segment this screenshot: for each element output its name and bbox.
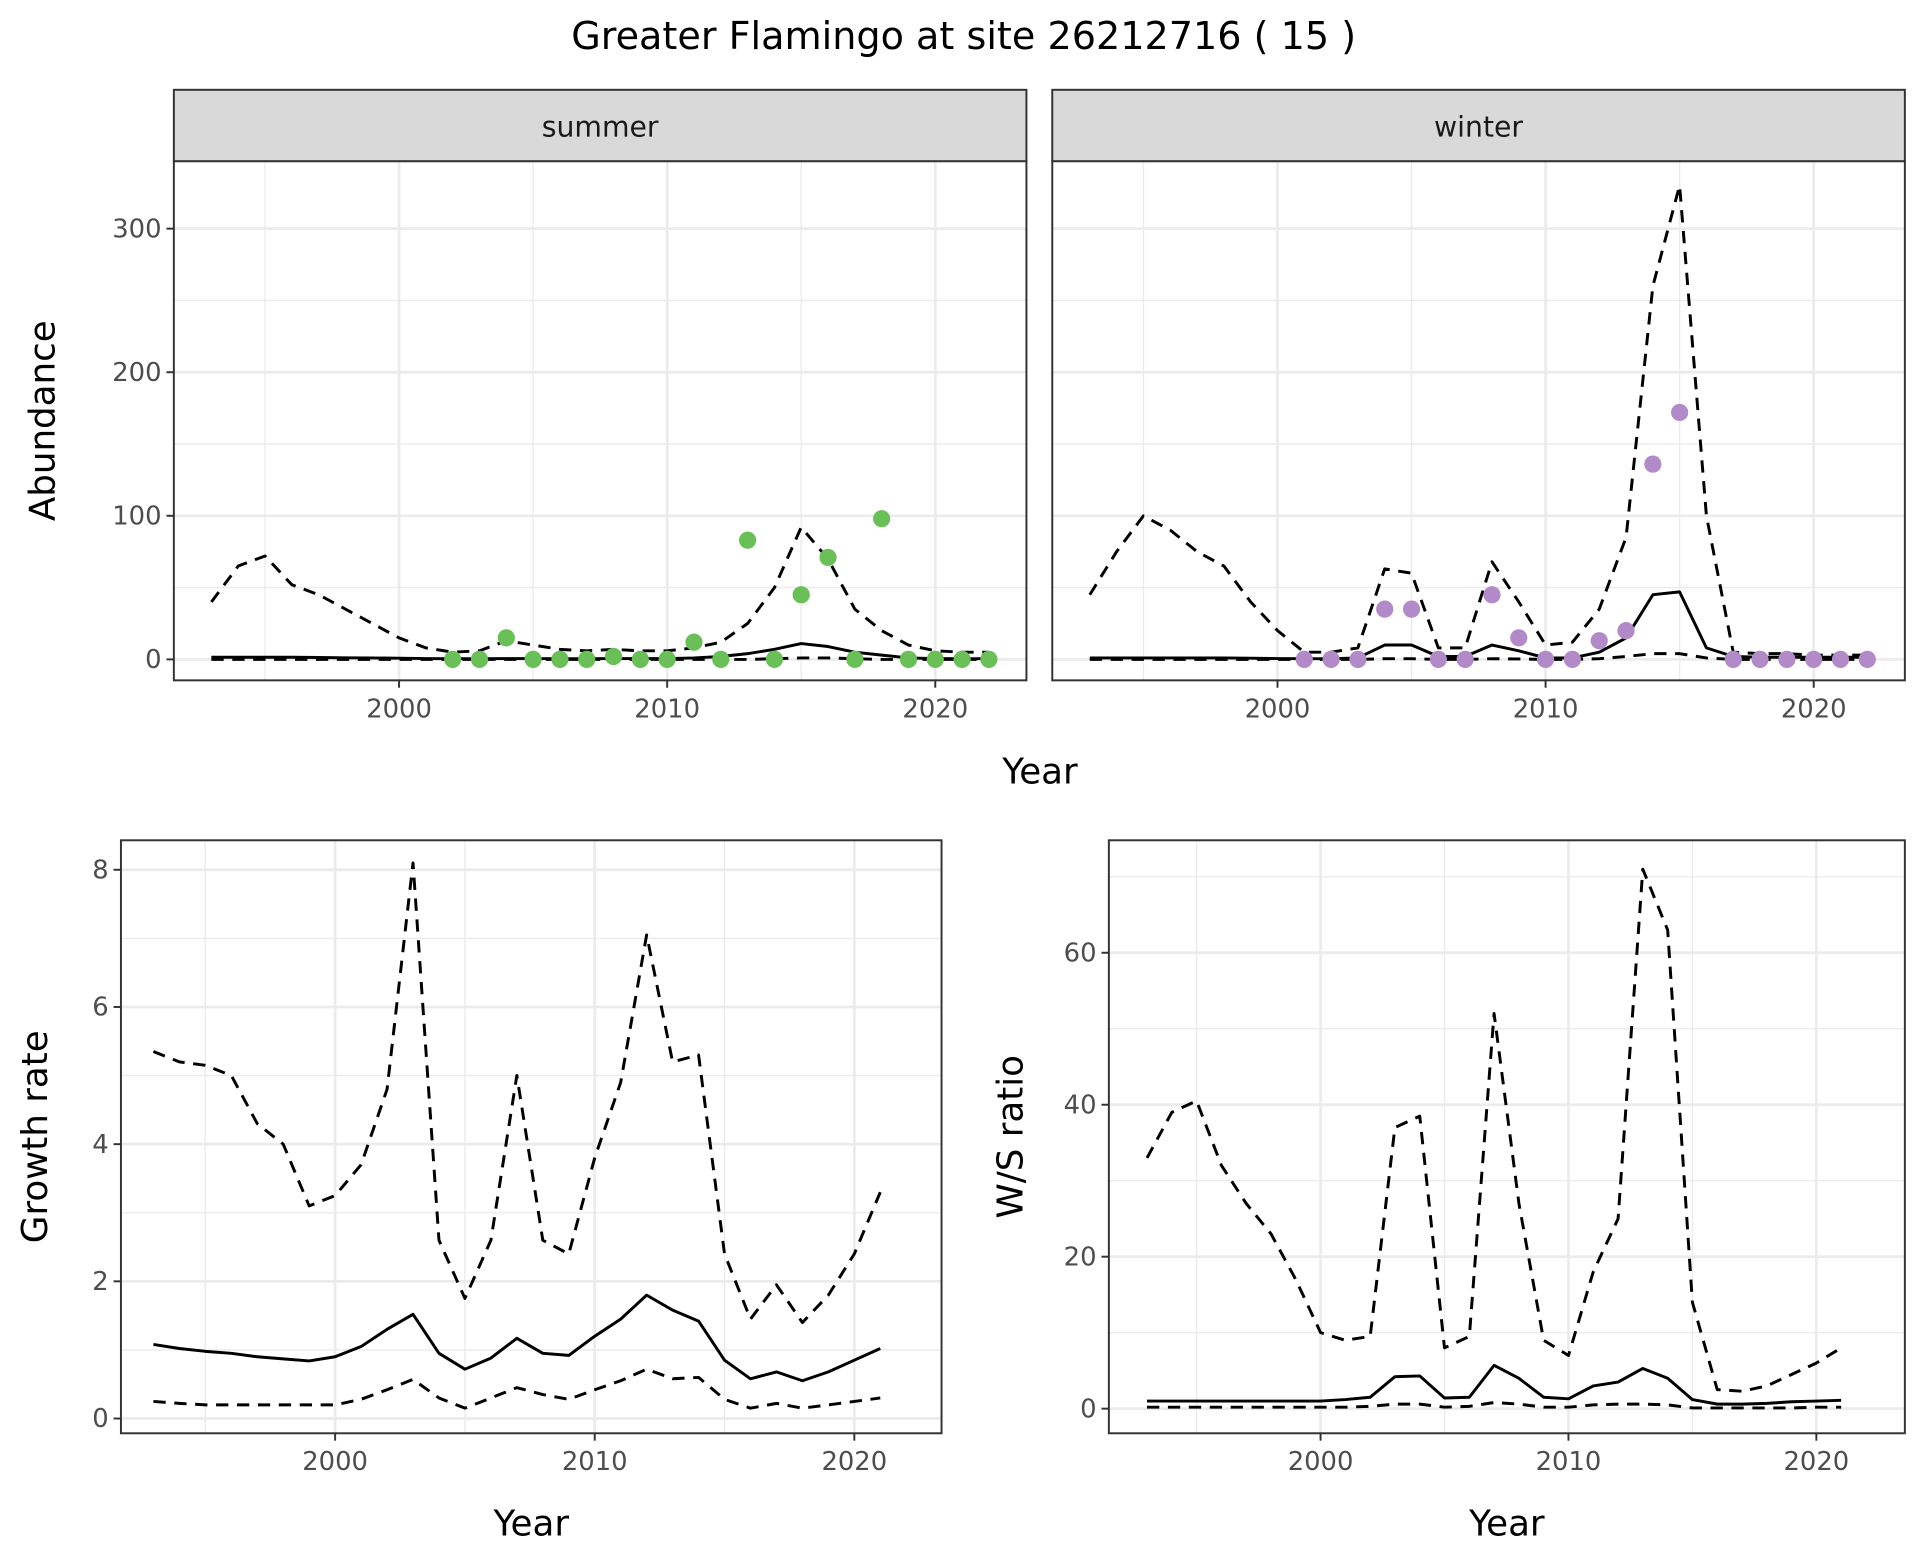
- x-tick-label: 2000: [1245, 694, 1311, 724]
- x-tick-label: 2020: [821, 1447, 887, 1477]
- data-point: [551, 650, 569, 668]
- data-point: [1831, 650, 1850, 668]
- y-tick-label: 0: [145, 645, 161, 675]
- y-axis-title: W/S ratio: [991, 1055, 1032, 1218]
- y-tick-label: 200: [112, 358, 161, 388]
- y-tick-label: 20: [1064, 1242, 1097, 1272]
- plot-background: [120, 840, 942, 1434]
- data-point: [497, 629, 515, 647]
- y-tick-label: 100: [112, 501, 161, 531]
- y-tick-label: 60: [1064, 938, 1097, 968]
- facet-strip: [1051, 88, 1906, 163]
- data-point: [1724, 650, 1742, 668]
- data-point: [1805, 650, 1823, 668]
- facet-strip: [172, 88, 1028, 163]
- data-point: [953, 650, 971, 668]
- y-tick-label: 6: [92, 993, 108, 1023]
- panel-summer: summer 2000 2010 2020 0 100 200 300 Abundance: [23, 88, 1028, 724]
- data-point: [846, 650, 864, 668]
- panel-border: [119, 839, 943, 1435]
- y-tick-label: 0: [1080, 1394, 1096, 1424]
- data-point: [470, 650, 489, 668]
- y-tick-label: 300: [112, 214, 161, 244]
- data-point: [1349, 650, 1367, 668]
- data-point: [604, 647, 623, 666]
- x-tick-label: 2010: [562, 1447, 628, 1477]
- panel-w-s-ratio: 2000 2010 2020 0 20 40 60 W/S ratio Year: [991, 839, 1906, 1544]
- data-point: [899, 650, 918, 668]
- data-point: [1590, 632, 1608, 650]
- data-point: [926, 650, 944, 668]
- plot-background: [173, 161, 1027, 681]
- data-point: [1295, 650, 1313, 668]
- data-point: [873, 510, 891, 528]
- y-tick-label: 0: [92, 1404, 108, 1434]
- panel-growth-rate: 2000 2010 2020 0 2 4 6 8 Growth rate Year: [15, 839, 943, 1544]
- data-point: [1402, 600, 1421, 618]
- plot-background: [1108, 840, 1905, 1434]
- upper-bound-line: [152, 861, 882, 1325]
- data-point: [712, 650, 730, 668]
- plot-background: [1052, 161, 1905, 681]
- data-point: [1671, 403, 1689, 422]
- data-point: [578, 650, 596, 668]
- x-tick-label: 2010: [634, 694, 700, 724]
- data-point: [1456, 650, 1474, 668]
- y-tick-label: 8: [92, 855, 108, 885]
- facet-label: winter: [1434, 111, 1523, 144]
- y-tick-label: 40: [1064, 1090, 1097, 1120]
- data-point: [444, 650, 462, 668]
- panel-winter: winter 2000 2010 2020: [1051, 88, 1906, 724]
- data-point: [1858, 650, 1876, 668]
- x-tick-label: 2000: [1288, 1447, 1354, 1477]
- data-point: [1751, 650, 1769, 668]
- x-tick-label: 2020: [1783, 1447, 1849, 1477]
- lower-bound-line: [211, 656, 989, 661]
- x-axis-title: Year: [1468, 1503, 1545, 1544]
- upper-bound-line: [1145, 867, 1842, 1393]
- facet-label: summer: [542, 111, 659, 144]
- y-axis-title: Abundance: [23, 320, 64, 521]
- x-axis-title: Year: [492, 1503, 569, 1544]
- y-tick-label: 4: [92, 1130, 108, 1160]
- y-axis-title: Growth rate: [15, 1030, 56, 1243]
- data-point: [792, 586, 810, 604]
- x-tick-label: 2000: [366, 694, 432, 724]
- data-point: [1536, 650, 1555, 668]
- data-point: [1563, 650, 1582, 668]
- data-point: [1778, 650, 1796, 668]
- x-axis-title: Year: [1001, 752, 1078, 793]
- x-tick-label: 2000: [302, 1447, 368, 1477]
- data-point: [631, 650, 649, 668]
- data-point: [765, 650, 784, 668]
- data-point: [1644, 455, 1662, 473]
- x-tick-label: 2010: [1513, 694, 1579, 724]
- data-point: [1510, 629, 1528, 647]
- mean-line: [153, 1293, 881, 1383]
- lower-bound-line: [153, 1367, 881, 1410]
- data-point: [1483, 586, 1501, 604]
- data-point: [524, 650, 542, 668]
- data-point: [1376, 600, 1394, 618]
- data-point: [1429, 650, 1447, 668]
- data-point: [738, 531, 757, 549]
- data-point: [658, 650, 676, 668]
- mean-line: [1147, 1363, 1842, 1406]
- x-tick-label: 2010: [1536, 1447, 1602, 1477]
- data-point: [819, 548, 837, 567]
- figure-title: Greater Flamingo at site 26212716 ( 15 ): [571, 14, 1356, 58]
- data-point: [685, 633, 703, 651]
- x-tick-label: 2020: [902, 694, 968, 724]
- data-point: [980, 650, 998, 668]
- panel-border: [1107, 839, 1906, 1435]
- data-point: [1322, 650, 1340, 668]
- lower-bound-line: [1147, 1401, 1842, 1410]
- y-tick-label: 2: [92, 1267, 108, 1297]
- x-tick-label: 2020: [1781, 694, 1847, 724]
- data-point: [1617, 622, 1635, 640]
